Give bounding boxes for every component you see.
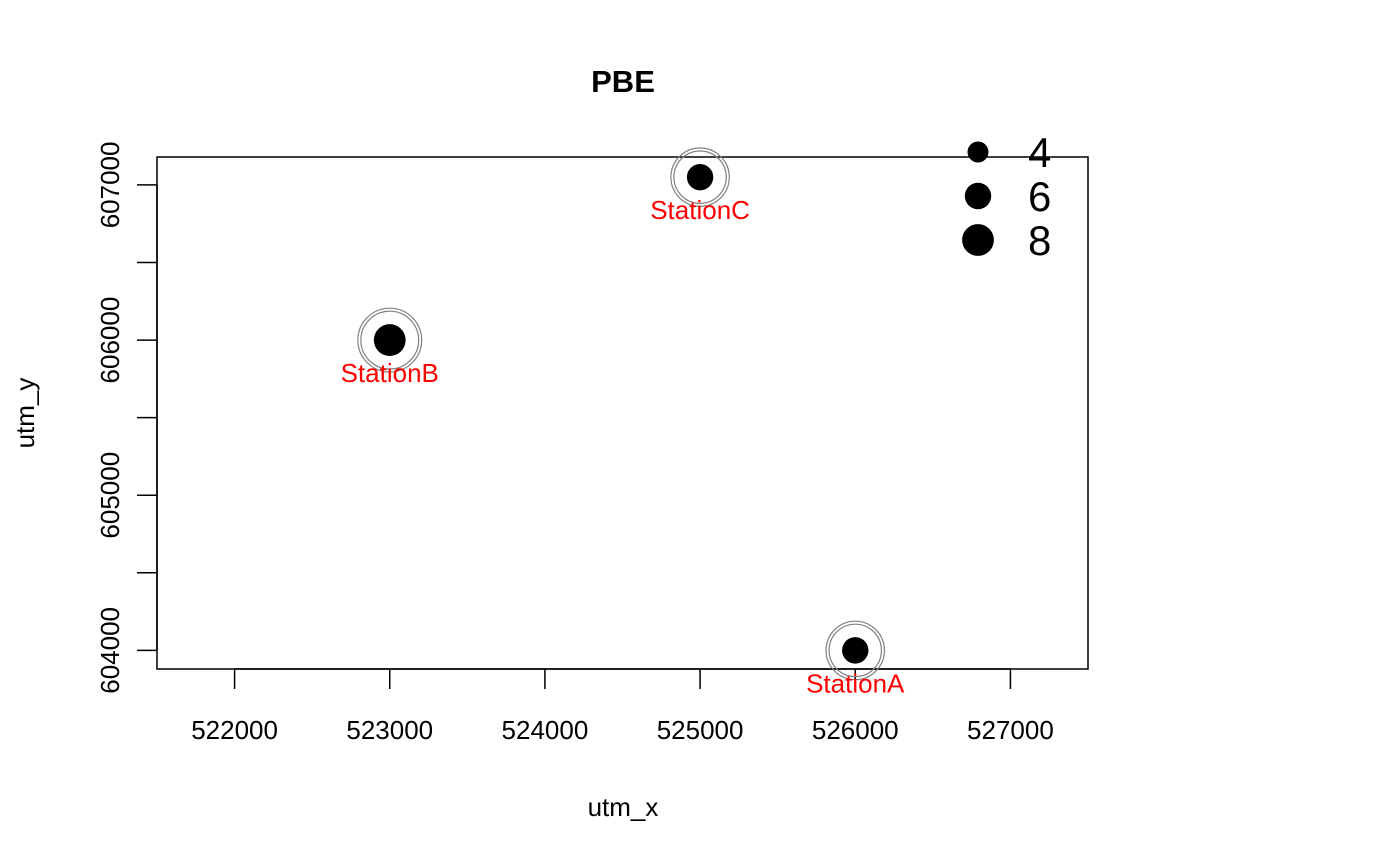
x-tick-label: 523000 xyxy=(346,715,433,745)
y-tick-label: 604000 xyxy=(95,607,125,694)
legend-label: 4 xyxy=(1028,129,1051,176)
x-tick-label: 522000 xyxy=(191,715,278,745)
chart-title: PBE xyxy=(591,64,655,99)
x-tick-label: 525000 xyxy=(657,715,744,745)
station-point xyxy=(373,324,406,356)
station-label: StationB xyxy=(341,358,439,388)
x-tick-label: 526000 xyxy=(812,715,899,745)
legend-symbol xyxy=(967,141,989,163)
y-tick-label: 605000 xyxy=(95,452,125,539)
y-tick-label: 606000 xyxy=(95,297,125,384)
station-point xyxy=(842,637,869,664)
plot-frame xyxy=(156,156,1089,670)
x-tick-label: 527000 xyxy=(967,715,1054,745)
station-ring-inner xyxy=(360,310,420,370)
station-ring-outer xyxy=(670,147,730,207)
legend-symbol xyxy=(962,224,994,256)
station-ring-inner xyxy=(828,623,883,678)
x-tick-label: 524000 xyxy=(502,715,589,745)
y-axis-title: utm_y xyxy=(10,378,40,449)
station-ring-outer xyxy=(357,307,423,373)
legend-label: 6 xyxy=(1028,173,1051,220)
y-tick-label: 607000 xyxy=(95,142,125,229)
legend: 468 xyxy=(962,129,1051,264)
x-axis-title: utm_x xyxy=(588,792,659,822)
station-label: StationC xyxy=(650,195,750,225)
x-axis: 522000 523000 524000 525000 526000 527000 xyxy=(191,668,1054,745)
data-points: StationA StationB StationC xyxy=(341,147,905,698)
station-ring-inner xyxy=(673,150,727,204)
station-ring-outer xyxy=(825,620,886,681)
station-label: StationA xyxy=(806,668,905,698)
legend-symbol xyxy=(964,182,992,210)
y-axis: 604000 605000 606000 607000 xyxy=(95,142,158,694)
station-point xyxy=(686,163,714,191)
legend-label: 8 xyxy=(1028,217,1051,264)
